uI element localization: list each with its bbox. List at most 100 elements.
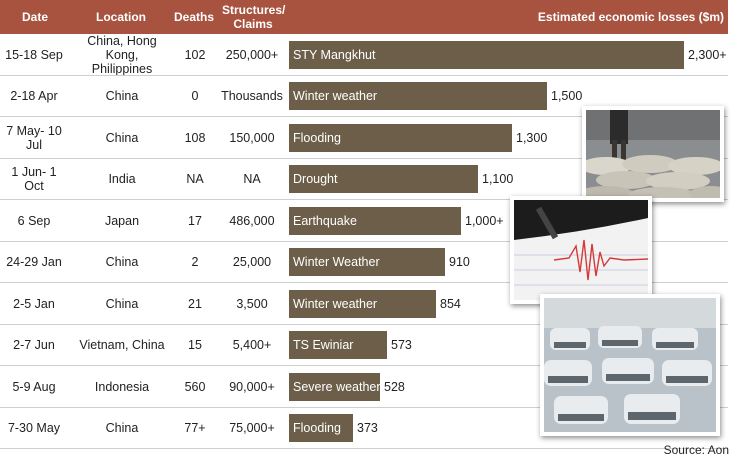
loss-value-label: 1,500 xyxy=(551,89,583,104)
event-label: Flooding xyxy=(293,421,341,436)
date-cell: 5-9 Aug xyxy=(12,379,56,394)
loss-bar: Flooding xyxy=(289,123,512,152)
deaths-cell: 17 xyxy=(188,213,202,228)
header-location: Location xyxy=(96,10,146,24)
loss-value-label: 528 xyxy=(384,379,405,394)
table-row: 24-29 Jan China 2 25,000 Winter Weather 910 xyxy=(0,242,728,283)
row-divider xyxy=(0,157,728,159)
deaths-cell: 21 xyxy=(188,296,202,311)
location-cell: Vietnam, China xyxy=(79,338,165,353)
row-divider xyxy=(0,74,728,76)
date-cell: 24-29 Jan xyxy=(6,255,62,270)
table-row: 7 May- 10 Jul China 108 150,000 Flooding 1,30… xyxy=(0,117,728,159)
loss-value-label: 573 xyxy=(391,338,412,353)
row-divider xyxy=(0,406,728,408)
table-row: 5-9 Aug Indonesia 560 90,000+ Severe weather… xyxy=(0,366,728,408)
claims-cell: 90,000+ xyxy=(229,379,275,394)
table-row: 2-18 Apr China 0 Thousands Winter weather 1,5… xyxy=(0,76,728,117)
table-row: 2-5 Jan China 21 3,500 Winter weather 854 xyxy=(0,283,728,325)
row-divider xyxy=(0,323,728,325)
row-divider xyxy=(0,199,728,200)
event-label: TS Ewiniar xyxy=(293,338,354,353)
claims-cell: 250,000+ xyxy=(225,47,279,62)
date-cell: 7 May- 10 Jul xyxy=(6,123,62,152)
loss-bar: Severe weather xyxy=(289,372,381,401)
claims-cell: NA xyxy=(243,172,261,187)
header-claims: Structures/ Claims xyxy=(222,3,286,31)
loss-value-label: 373 xyxy=(357,421,378,436)
deaths-cell: NA xyxy=(186,172,204,187)
claims-cell: 150,000 xyxy=(229,130,275,145)
event-label: Drought xyxy=(293,172,338,187)
row-divider xyxy=(0,240,728,242)
seismograph-photo xyxy=(510,196,652,304)
flood-sandbags-photo xyxy=(582,106,724,202)
date-cell: 7-30 May xyxy=(7,421,61,436)
row-divider xyxy=(0,282,728,283)
loss-bar: TS Ewiniar xyxy=(289,331,387,360)
source-note: Source: Aon xyxy=(663,443,729,457)
event-label: Winter weather xyxy=(293,296,378,311)
claims-cell: 486,000 xyxy=(229,213,275,228)
event-label: Winter weather xyxy=(293,89,378,104)
row-divider xyxy=(0,448,728,449)
location-cell: China, Hong Kong, Philippines xyxy=(87,33,157,76)
location-cell: China xyxy=(105,89,139,104)
loss-bar: Drought xyxy=(289,165,478,194)
loss-value-label: 1,000+ xyxy=(465,213,504,228)
location-cell: China xyxy=(105,255,139,270)
claims-cell: Thousands xyxy=(221,89,283,104)
loss-value-label: 910 xyxy=(449,255,470,270)
event-label: Severe weather xyxy=(293,379,381,394)
loss-bar: Winter weather xyxy=(289,82,547,111)
location-cell: China xyxy=(105,421,139,436)
deaths-cell: 560 xyxy=(184,379,206,394)
deaths-cell: 0 xyxy=(191,89,199,104)
date-cell: 1 Jun- 1 Oct xyxy=(11,165,57,194)
location-cell: China xyxy=(105,296,139,311)
loss-bar: Winter Weather xyxy=(289,248,445,277)
table-row: 7-30 May China 77+ 75,000+ Flooding 373 xyxy=(0,408,728,449)
date-cell: 2-7 Jun xyxy=(13,338,55,353)
claims-cell: 75,000+ xyxy=(229,421,275,436)
event-label: STY Mangkhut xyxy=(293,47,376,62)
event-label: Winter Weather xyxy=(293,255,380,270)
loss-bar: STY Mangkhut xyxy=(289,40,684,69)
event-label: Earthquake xyxy=(293,213,357,228)
header-losses: Estimated economic losses ($m) xyxy=(537,10,724,24)
header-date: Date xyxy=(21,10,48,24)
deaths-cell: 108 xyxy=(184,130,206,145)
claims-cell: 5,400+ xyxy=(232,338,272,353)
table-row: 15-18 Sep China, Hong Kong, Philippines 10… xyxy=(0,34,728,76)
location-cell: China xyxy=(105,130,139,145)
date-cell: 2-5 Jan xyxy=(13,296,55,311)
date-cell: 2-18 Apr xyxy=(10,89,58,104)
deaths-cell: 2 xyxy=(191,255,199,270)
loss-bar: Flooding xyxy=(289,414,353,443)
loss-value-label: 854 xyxy=(440,296,461,311)
location-cell: Japan xyxy=(104,213,140,228)
location-cell: India xyxy=(108,172,136,187)
location-cell: Indonesia xyxy=(94,379,150,394)
deaths-cell: 102 xyxy=(184,47,206,62)
table-row: 6 Sep Japan 17 486,000 Earthquake 1,000+ xyxy=(0,200,728,242)
date-cell: 6 Sep xyxy=(17,213,51,228)
deaths-cell: 15 xyxy=(188,338,202,353)
loss-value-label: 1,100 xyxy=(482,172,514,187)
table-row: 2-7 Jun Vietnam, China 15 5,400+ TS Ewiniar 5… xyxy=(0,325,728,366)
row-divider xyxy=(0,365,728,366)
date-cell: 15-18 Sep xyxy=(5,47,63,62)
loss-value-label: 2,300+ xyxy=(688,47,727,62)
claims-cell: 25,000 xyxy=(232,255,272,270)
row-divider xyxy=(0,116,728,117)
event-label: Flooding xyxy=(293,130,341,145)
loss-bar: Winter weather xyxy=(289,289,436,318)
table-header: Date Location Deaths Structures/ Claims … xyxy=(0,0,728,34)
loss-value-label: 1,300 xyxy=(516,130,548,145)
deaths-cell: 77+ xyxy=(184,421,206,436)
loss-bar: Earthquake xyxy=(289,206,461,235)
snowy-cars-photo xyxy=(540,294,720,436)
claims-cell: 3,500 xyxy=(236,296,268,311)
header-deaths: Deaths xyxy=(173,10,214,24)
table-row: 1 Jun- 1 Oct India NA NA Drought 1,100 xyxy=(0,159,728,200)
